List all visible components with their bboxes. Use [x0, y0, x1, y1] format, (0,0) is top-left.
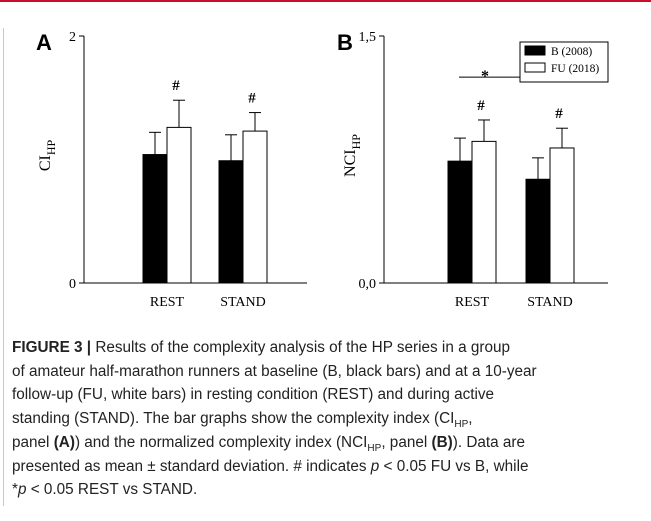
caption-p-2: p — [17, 481, 27, 499]
panel-a-y-label: CIHP — [37, 140, 58, 172]
caption-nci-sub: HP — [367, 442, 382, 454]
caption-ci-sub: HP — [454, 419, 469, 431]
panel-b-category-label: STAND — [527, 295, 573, 310]
caption-panel-b-ref: (B) — [431, 433, 453, 451]
panel-b-hash-annotation: # — [477, 98, 485, 114]
panel-a-bar-b-rest — [142, 154, 168, 284]
panel-a-y-tick-label: 0 — [69, 277, 76, 292]
panel-a-bar-fu-rest — [166, 126, 192, 284]
caption-line-7b: < 0.05 REST vs STAND. — [26, 481, 198, 499]
caption-line-5d: ). Data are — [452, 433, 526, 451]
panel-b-bar-fu-stand — [549, 147, 575, 284]
panel-a-hash-annotation: # — [172, 78, 180, 94]
panel-b-y-tick-label: 0,0 — [359, 277, 377, 292]
panel-a-y-tick-label: 2 — [69, 30, 76, 45]
panel-b-y-label: NCIHP — [342, 134, 363, 177]
figure-caption: FIGURE 3 | Results of the complexity ana… — [12, 336, 642, 502]
caption-line-5b: ) and the normalized complexity index (N… — [74, 433, 368, 451]
caption-label: FIGURE 3 | — [12, 339, 92, 356]
caption-panel-a-ref: (A) — [53, 433, 75, 451]
caption-line-6a: presented as mean ± standard deviation. … — [12, 457, 371, 475]
panel-b-legend-label: B (2008) — [551, 46, 592, 58]
panel-b-y-tick-label: 1,5 — [359, 30, 377, 45]
caption-line-5c: , panel — [381, 433, 432, 451]
caption-line-3: follow-up (FU, white bars) in resting co… — [12, 386, 495, 404]
panel-a-hash-annotation: # — [248, 91, 256, 107]
caption-line-4a: standing (STAND). The bar graphs show th… — [12, 410, 455, 428]
caption-line-5a: panel — [12, 433, 54, 451]
caption-line-7a: * — [12, 481, 18, 499]
caption-line-6b: < 0.05 FU vs B, while — [379, 457, 529, 475]
panel-b-letter: B — [337, 30, 353, 55]
panel-a-letter: A — [36, 30, 52, 55]
panel-b-hash-annotation: # — [555, 106, 563, 122]
panel-b-significance-star: * — [481, 68, 489, 85]
panel-a-category-label: REST — [150, 295, 185, 310]
left-rule — [3, 28, 4, 506]
panel-b-bar-fu-rest — [471, 140, 497, 284]
panel-a-bar-fu-stand — [242, 130, 268, 284]
panel-a-bar-b-stand — [218, 160, 244, 284]
caption-line-2: of amateur half-marathon runners at base… — [12, 362, 537, 380]
panel-b-legend-swatch — [524, 62, 546, 73]
top-rule — [0, 0, 651, 2]
panel-b-legend-label: FU (2018) — [551, 63, 599, 75]
panel-b-legend-swatch — [524, 45, 546, 56]
panel-b-category-label: REST — [455, 295, 490, 310]
panel-b-bar-b-stand — [525, 178, 551, 284]
chart-svg: A 0 2 CIHP REST STAND # # B 0,0 1,5 NCIHP REST STAND #… — [36, 30, 609, 310]
caption-p-1: p — [370, 457, 380, 475]
panel-a-category-label: STAND — [220, 295, 266, 310]
panel-b-bar-b-rest — [447, 160, 473, 284]
caption-line-1: Results of the complexity analysis of th… — [95, 339, 510, 356]
caption-line-4b: , — [468, 410, 473, 428]
